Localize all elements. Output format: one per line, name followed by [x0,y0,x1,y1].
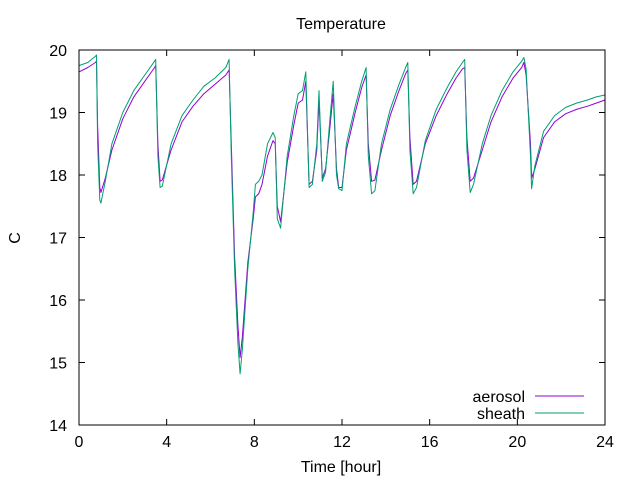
legend-label-sheath: sheath [477,406,525,423]
y-tick-label: 16 [49,293,67,310]
legend-label-aerosol: aerosol [473,389,525,406]
y-tick-label: 20 [49,43,67,60]
y-tick-label: 18 [49,168,67,185]
y-tick-label: 19 [49,106,67,123]
y-axis-label: C [7,232,24,244]
x-tick-label: 0 [75,434,84,451]
x-axis-label: Time [hour] [301,459,381,476]
y-tick-label: 17 [49,231,67,248]
series-layer [78,54,606,375]
series-line-aerosol [78,60,606,358]
chart-title: Temperature [296,16,386,33]
x-tick-label: 16 [421,434,439,451]
x-tick-label: 20 [508,434,526,451]
plot-frame [78,49,606,426]
x-tick-label: 8 [250,434,259,451]
y-tick-label: 14 [49,418,67,435]
series-line-sheath [78,54,606,375]
x-tick-label: 12 [333,434,351,451]
y-tick-label: 15 [49,356,67,373]
x-tick-label: 4 [162,434,171,451]
ticks-layer: 0 4 8 12 16 20 24 14 15 16 17 18 19 20 [49,43,614,451]
x-tick-label: 24 [596,434,614,451]
